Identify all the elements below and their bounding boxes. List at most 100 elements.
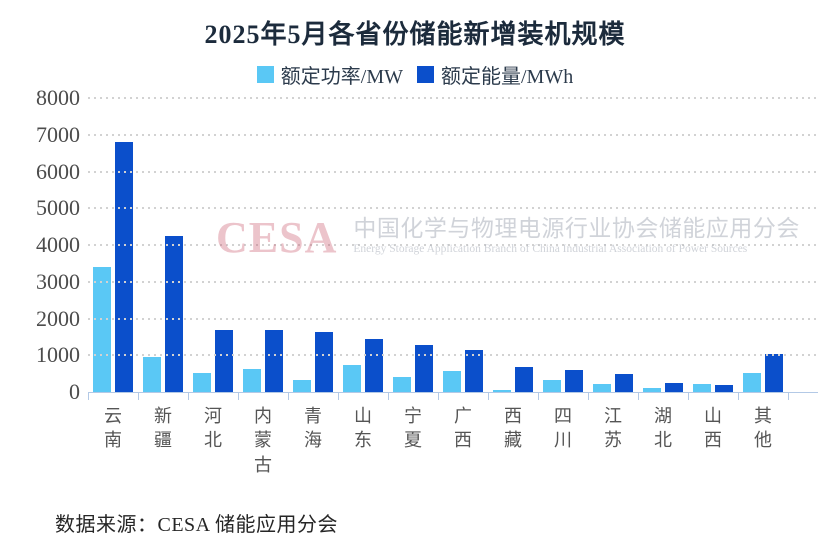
bar-江苏-额定能量/MWh	[615, 374, 633, 392]
x-tick-label-宁夏: 宁夏	[404, 406, 422, 451]
bar-山东-额定能量/MWh	[365, 339, 383, 392]
y-tick-label: 4000	[36, 232, 80, 257]
bar-group-湖北	[638, 98, 688, 392]
x-axis-line	[88, 392, 818, 401]
bar-group-河北	[188, 98, 238, 392]
x-tick-label-新疆: 新疆	[154, 406, 172, 451]
x-axis-tick	[638, 393, 639, 400]
x-tick-label-云南: 云南	[104, 406, 122, 451]
x-axis-tick	[388, 393, 389, 400]
bar-西藏-额定功率/MW	[493, 390, 511, 392]
bar-宁夏-额定能量/MWh	[415, 345, 433, 392]
x-label-cell: 湖北	[638, 404, 688, 477]
y-tick-label: 3000	[36, 268, 80, 294]
bar-河北-额定功率/MW	[193, 373, 211, 392]
x-tick-label-广西: 广西	[454, 406, 472, 451]
legend-item-power: 额定功率/MW	[256, 60, 403, 89]
bar-group-广西	[438, 98, 488, 392]
x-label-cell: 西藏	[488, 404, 538, 477]
x-tick-label-河北: 河北	[204, 406, 222, 451]
x-label-cell: 内蒙古	[238, 404, 288, 477]
x-axis-tick	[738, 393, 739, 400]
y-tick-label: 0	[69, 379, 80, 404]
x-tick-label-内蒙古: 内蒙古	[254, 406, 272, 475]
gridline-4000	[88, 244, 818, 246]
y-tick-label: 6000	[36, 158, 80, 184]
x-tick-label-其他: 其他	[754, 406, 772, 451]
bar-group-山东	[338, 98, 388, 392]
bar-group-云南	[88, 98, 138, 392]
gridline-7000	[88, 133, 818, 136]
bar-内蒙古-额定功率/MW	[243, 369, 261, 392]
bar-山西-额定功率/MW	[693, 384, 711, 392]
x-tick-label-湖北: 湖北	[654, 406, 672, 451]
bar-group-青海	[288, 98, 338, 392]
bar-云南-额定功率/MW	[93, 267, 111, 392]
x-label-cell: 江苏	[588, 404, 638, 477]
gridline-1000	[88, 354, 818, 357]
bar-group-江苏	[588, 98, 638, 392]
data-source: 数据来源：CESA 储能应用分会	[55, 514, 339, 536]
gridline-2000	[88, 317, 818, 320]
legend-label-energy: 额定能量/MWh	[441, 66, 574, 88]
x-tick-label-四川: 四川	[554, 406, 572, 451]
bar-江苏-额定功率/MW	[593, 384, 611, 392]
bar-山西-额定能量/MWh	[715, 385, 733, 392]
x-axis-tick	[538, 393, 539, 400]
y-tick-label: 7000	[36, 121, 80, 147]
x-axis-tick	[438, 393, 439, 400]
x-label-cell: 新疆	[138, 404, 188, 477]
y-tick-label: 8000	[36, 85, 80, 110]
bar-四川-额定能量/MWh	[565, 370, 583, 392]
x-axis-tick	[138, 393, 139, 400]
bar-四川-额定功率/MW	[543, 380, 561, 392]
bar-广西-额定功率/MW	[443, 371, 461, 392]
bar-湖北-额定能量/MWh	[665, 383, 683, 392]
bar-group-山西	[688, 98, 738, 392]
bar-广西-额定能量/MWh	[465, 350, 483, 392]
bar-青海-额定功率/MW	[293, 380, 311, 392]
chart-title: 2025年5月各省份储能新增装机规模	[204, 20, 626, 49]
x-tick-label-西藏: 西藏	[504, 406, 522, 451]
x-tick-label-山西: 山西	[704, 406, 722, 451]
bar-其他-额定能量/MWh	[765, 354, 783, 392]
bar-宁夏-额定功率/MW	[393, 377, 411, 392]
plot-area	[88, 97, 818, 392]
gridline-3000	[88, 280, 818, 283]
gridline-8000	[88, 97, 818, 99]
gridline-6000	[88, 170, 818, 173]
chart-legend: 额定功率/MW 额定能量/MWh	[0, 60, 830, 89]
x-axis-tick	[688, 393, 689, 400]
bar-group-宁夏	[388, 98, 438, 392]
y-tick-label: 1000	[36, 342, 80, 368]
x-label-cell: 广西	[438, 404, 488, 477]
legend-swatch-power	[256, 66, 274, 83]
bar-山东-额定功率/MW	[343, 365, 361, 392]
x-label-cell: 山东	[338, 404, 388, 477]
x-axis-tick	[338, 393, 339, 400]
x-axis-tick	[238, 393, 239, 400]
x-label-cell: 山西	[688, 404, 738, 477]
bar-新疆-额定功率/MW	[143, 357, 161, 392]
bar-group-西藏	[488, 98, 538, 392]
bar-新疆-额定能量/MWh	[165, 236, 183, 392]
gridline-5000	[88, 207, 818, 210]
x-axis-tick	[188, 393, 189, 400]
x-tick-label-青海: 青海	[304, 406, 322, 451]
x-label-cell: 四川	[538, 404, 588, 477]
bar-group-其他	[738, 98, 788, 392]
x-label-cell: 其他	[738, 404, 788, 477]
x-axis-tick	[488, 393, 489, 400]
y-tick-label: 5000	[36, 195, 80, 221]
x-axis-labels: 云南 新疆 河北 内蒙古 青海 山东 宁夏 广西 西藏 四川 江苏 湖北 山西 其他	[88, 404, 788, 477]
x-axis-tick	[88, 393, 89, 400]
bar-云南-额定能量/MWh	[115, 142, 133, 392]
x-axis-tick	[588, 393, 589, 400]
bar-河北-额定能量/MWh	[215, 330, 233, 392]
bar-series	[88, 98, 788, 392]
x-label-cell: 宁夏	[388, 404, 438, 477]
x-label-cell: 河北	[188, 404, 238, 477]
x-label-cell: 云南	[88, 404, 138, 477]
x-axis-tick	[288, 393, 289, 400]
